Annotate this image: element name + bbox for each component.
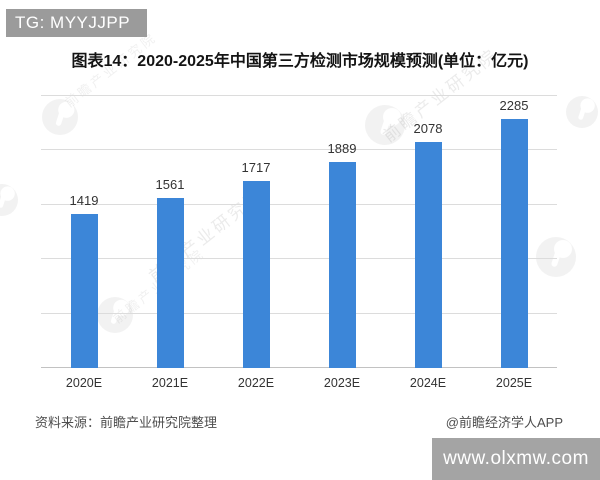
bar (242, 181, 270, 368)
gridline (41, 367, 557, 368)
bar-column: 2285 (471, 96, 557, 368)
bar-column: 1561 (127, 96, 213, 368)
telegram-tag-badge: TG: MYYJJPP (6, 9, 147, 37)
gridline (41, 312, 557, 314)
x-axis-label: 2020E (65, 376, 103, 390)
site-watermark: www.olxmw.com (432, 438, 600, 480)
gridline (41, 95, 557, 96)
source-text: 资料来源：前瞻产业研究院整理 (35, 415, 218, 430)
bar-value-label: 1717 (241, 160, 271, 176)
bar (500, 119, 528, 368)
x-axis-label: 2024E (409, 376, 447, 390)
qianzhan-logo-watermark-icon (42, 99, 78, 135)
bar-value-label: 1561 (155, 177, 185, 193)
bar-column: 1717 (213, 96, 299, 368)
x-axis-label: 2025E (495, 376, 533, 390)
bar-value-label: 1419 (69, 192, 99, 208)
bar (156, 198, 184, 368)
qianzhan-logo-watermark-icon (0, 184, 18, 216)
bar-column: 1419 (41, 96, 127, 368)
bar (70, 213, 98, 368)
bar (414, 141, 442, 368)
bars-container: 1419 1561 1717 1889 2078 2285 (41, 96, 557, 368)
bar-column: 1889 (299, 96, 385, 368)
bar-value-label: 2285 (499, 98, 529, 114)
qianzhan-logo-watermark-icon (566, 96, 598, 128)
bar-column: 2078 (385, 96, 471, 368)
gridline (41, 203, 557, 205)
gridline (41, 258, 557, 260)
qianzhan-logo-watermark-icon (365, 105, 405, 145)
telegram-tag-label: TG: MYYJJPP (15, 13, 131, 32)
x-axis-label: 2021E (151, 376, 189, 390)
x-axis-label: 2023E (323, 376, 361, 390)
bar-value-label: 2078 (413, 120, 443, 136)
gridline (41, 149, 557, 151)
footer-row: 资料来源：前瞻产业研究院整理 @前瞻经济学人APP (35, 412, 563, 431)
bar-value-label: 1889 (327, 141, 357, 157)
site-watermark-text: www.olxmw.com (443, 448, 589, 469)
bar (328, 162, 356, 368)
plot-area: 1419 1561 1717 1889 2078 2285 (41, 95, 557, 368)
credit-text: @前瞻经济学人APP (445, 415, 563, 430)
chart-title: 图表14：2020-2025年中国第三方检测市场规模预测(单位：亿元) (71, 53, 529, 70)
x-axis-label: 2022E (237, 376, 275, 390)
x-axis-labels: 2020E 2021E 2022E 2023E 2024E 2025E (41, 376, 557, 390)
